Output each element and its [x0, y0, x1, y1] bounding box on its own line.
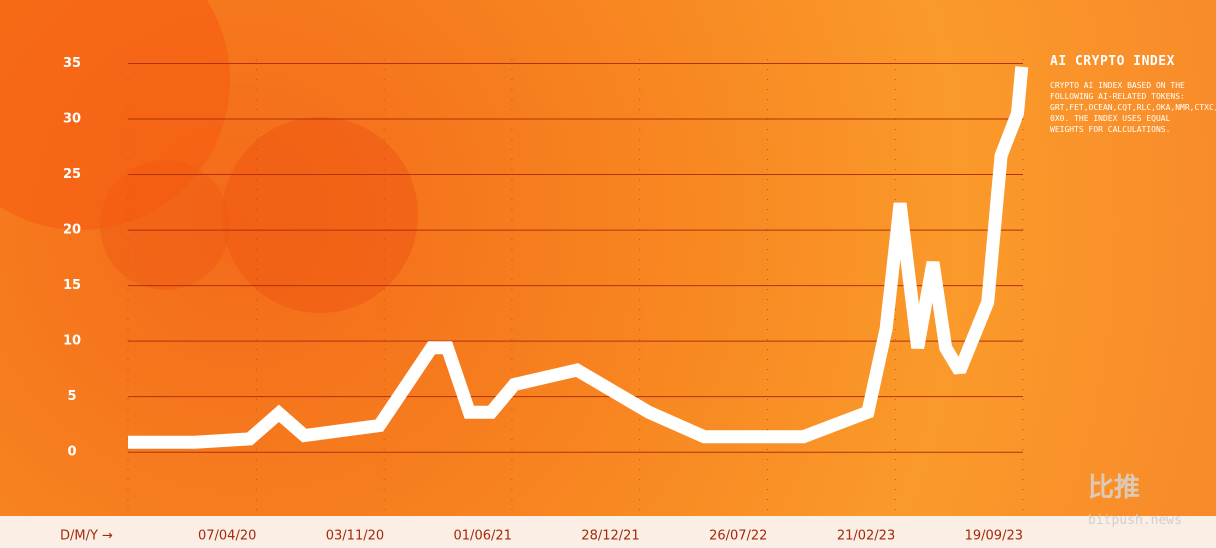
y-tick-label: 35: [63, 56, 81, 71]
x-tick-label: 21/02/23: [837, 529, 895, 544]
y-tick-label: 5: [67, 389, 76, 404]
chart-subtitle: CRYPTO AI INDEX BASED ON THE FOLLOWING A…: [1050, 81, 1216, 134]
x-tick-label: 03/11/20: [326, 529, 384, 544]
chart-title: AI CRYPTO INDEX: [1050, 54, 1175, 69]
x-tick-label: 01/06/21: [454, 529, 512, 544]
watermark: 比推: [1088, 473, 1140, 503]
data-line: [128, 66, 1029, 449]
x-tick-label: 19/09/23: [965, 529, 1023, 544]
y-tick-label: 25: [63, 167, 81, 182]
y-tick-label: 20: [63, 223, 81, 238]
decor-sphere: [0, 0, 230, 230]
x-axis-label: D/M/Y →: [60, 529, 113, 544]
x-tick-label: 07/04/20: [198, 529, 256, 544]
x-axis-strip: [0, 516, 1216, 548]
y-tick-label: 0: [67, 445, 76, 460]
y-tick-label: 10: [63, 334, 81, 349]
x-tick-label: 26/07/22: [709, 529, 767, 544]
y-tick-label: 15: [63, 278, 81, 293]
x-tick-label: 28/12/21: [581, 529, 639, 544]
watermark-url: bitpush.news: [1088, 513, 1182, 528]
decor-sphere: [222, 117, 418, 313]
y-tick-label: 30: [63, 111, 81, 126]
